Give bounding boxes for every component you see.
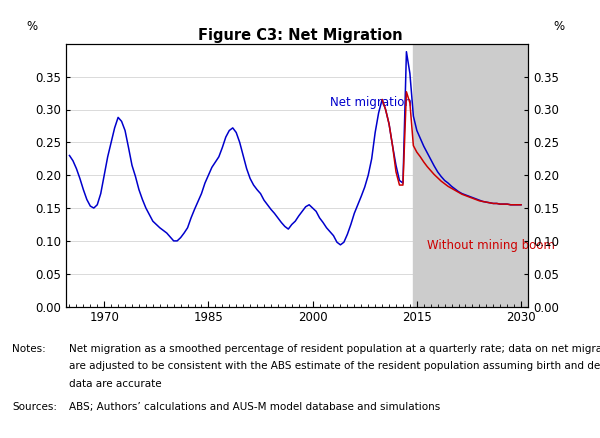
Text: are adjusted to be consistent with the ABS estimate of the resident population a: are adjusted to be consistent with the A…: [69, 361, 600, 371]
Text: %: %: [27, 20, 38, 33]
Text: data are accurate: data are accurate: [69, 379, 161, 389]
Text: Sources:: Sources:: [12, 402, 57, 412]
Text: Figure C3: Net Migration: Figure C3: Net Migration: [197, 28, 403, 43]
Text: ABS; Authors’ calculations and AUS-M model database and simulations: ABS; Authors’ calculations and AUS-M mod…: [69, 402, 440, 412]
Text: Net migration as a smoothed percentage of resident population at a quarterly rat: Net migration as a smoothed percentage o…: [69, 344, 600, 354]
Bar: [413, 44, 528, 307]
Text: Without mining boom: Without mining boom: [427, 239, 555, 252]
Text: %: %: [553, 20, 565, 33]
Text: Notes:: Notes:: [12, 344, 46, 354]
Text: Net migration: Net migration: [330, 96, 412, 109]
